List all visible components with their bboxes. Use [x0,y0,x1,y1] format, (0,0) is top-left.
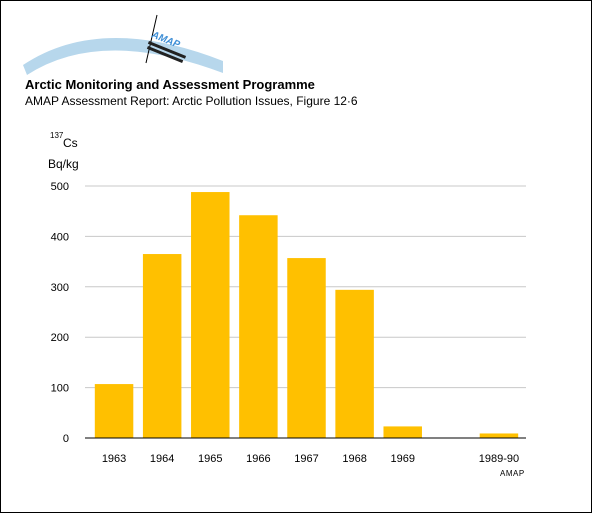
x-tick-label: 1969 [390,453,414,465]
x-tick-label: 1963 [102,453,126,465]
chart-title: Arctic Monitoring and Assessment Program… [25,77,315,92]
y-axis-label: 137 Cs Bq/kg [48,131,79,171]
chart-subtitle: AMAP Assessment Report: Arctic Pollution… [25,94,358,108]
y-tick-label: 200 [51,332,69,344]
bar [383,426,422,438]
x-tick-label: 1964 [150,453,174,465]
amap-credit: AMAP [500,469,525,478]
y-label-isotope: Cs [63,136,78,150]
y-tick-label: 500 [51,181,69,193]
x-tick-label: 1967 [294,453,318,465]
bar [335,289,374,438]
x-tick-label: 1989-90 [479,453,519,465]
y-tick-label: 100 [51,383,69,395]
bar [287,258,326,438]
bar [479,433,519,438]
logo-arc [23,37,223,75]
x-tick-label: 1965 [198,453,222,465]
y-label-unit: Bq/kg [48,157,79,171]
bar [239,215,278,438]
bar [142,254,182,438]
bar [191,192,230,438]
amap-logo: AMAP [23,14,223,75]
x-tick-label: 1966 [246,453,270,465]
y-label-superscript: 137 [50,131,64,140]
x-tick-label: 1968 [342,453,366,465]
y-tick-label: 400 [51,231,69,243]
bar [94,384,134,438]
y-tick-label: 300 [51,282,69,294]
y-tick-label: 0 [63,433,69,445]
